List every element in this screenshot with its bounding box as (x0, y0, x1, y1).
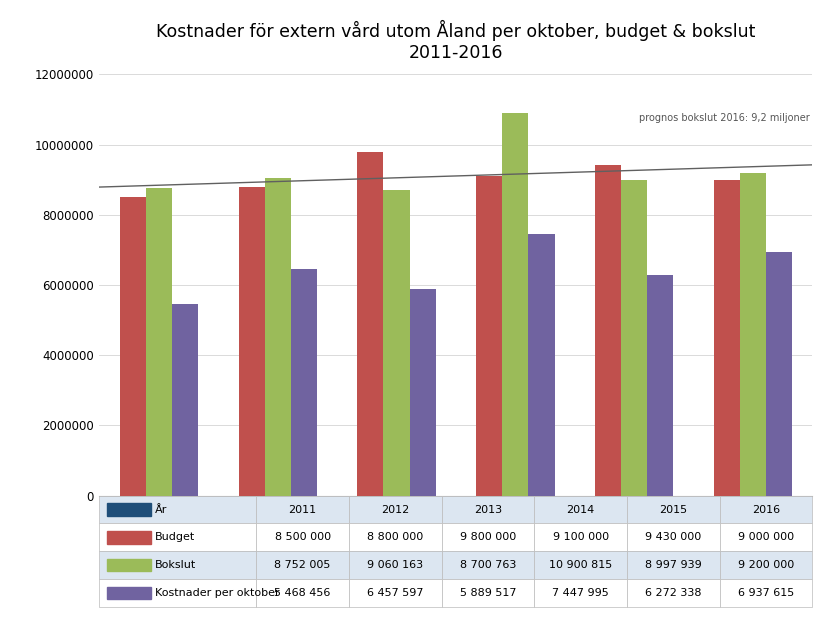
Title: Kostnader för extern vård utom Åland per oktober, budget & bokslut
2011-2016: Kostnader för extern vård utom Åland per… (156, 20, 755, 62)
Text: prognos bokslut 2016: 9,2 miljoner: prognos bokslut 2016: 9,2 miljoner (638, 113, 809, 123)
Bar (595, 165, 620, 496)
Bar (502, 113, 527, 496)
Text: År: År (155, 504, 167, 514)
Bar (291, 269, 316, 496)
Text: Budget: Budget (155, 532, 195, 542)
Bar (146, 188, 171, 496)
Bar (765, 252, 792, 496)
Bar (107, 503, 151, 516)
Bar (357, 152, 383, 496)
Bar (264, 178, 291, 496)
Bar (119, 197, 146, 496)
Bar (475, 176, 502, 496)
Bar (107, 559, 151, 571)
Bar (238, 187, 264, 496)
Bar (713, 180, 739, 496)
Bar (171, 304, 198, 496)
Bar (107, 531, 151, 543)
Bar (409, 289, 436, 496)
Text: Bokslut: Bokslut (155, 560, 195, 570)
Bar (739, 173, 765, 496)
Bar (383, 190, 409, 496)
Bar (620, 180, 647, 496)
Bar (647, 275, 672, 496)
Text: Kostnader per oktober: Kostnader per oktober (155, 588, 279, 598)
Bar (107, 587, 151, 599)
Bar (527, 234, 554, 496)
